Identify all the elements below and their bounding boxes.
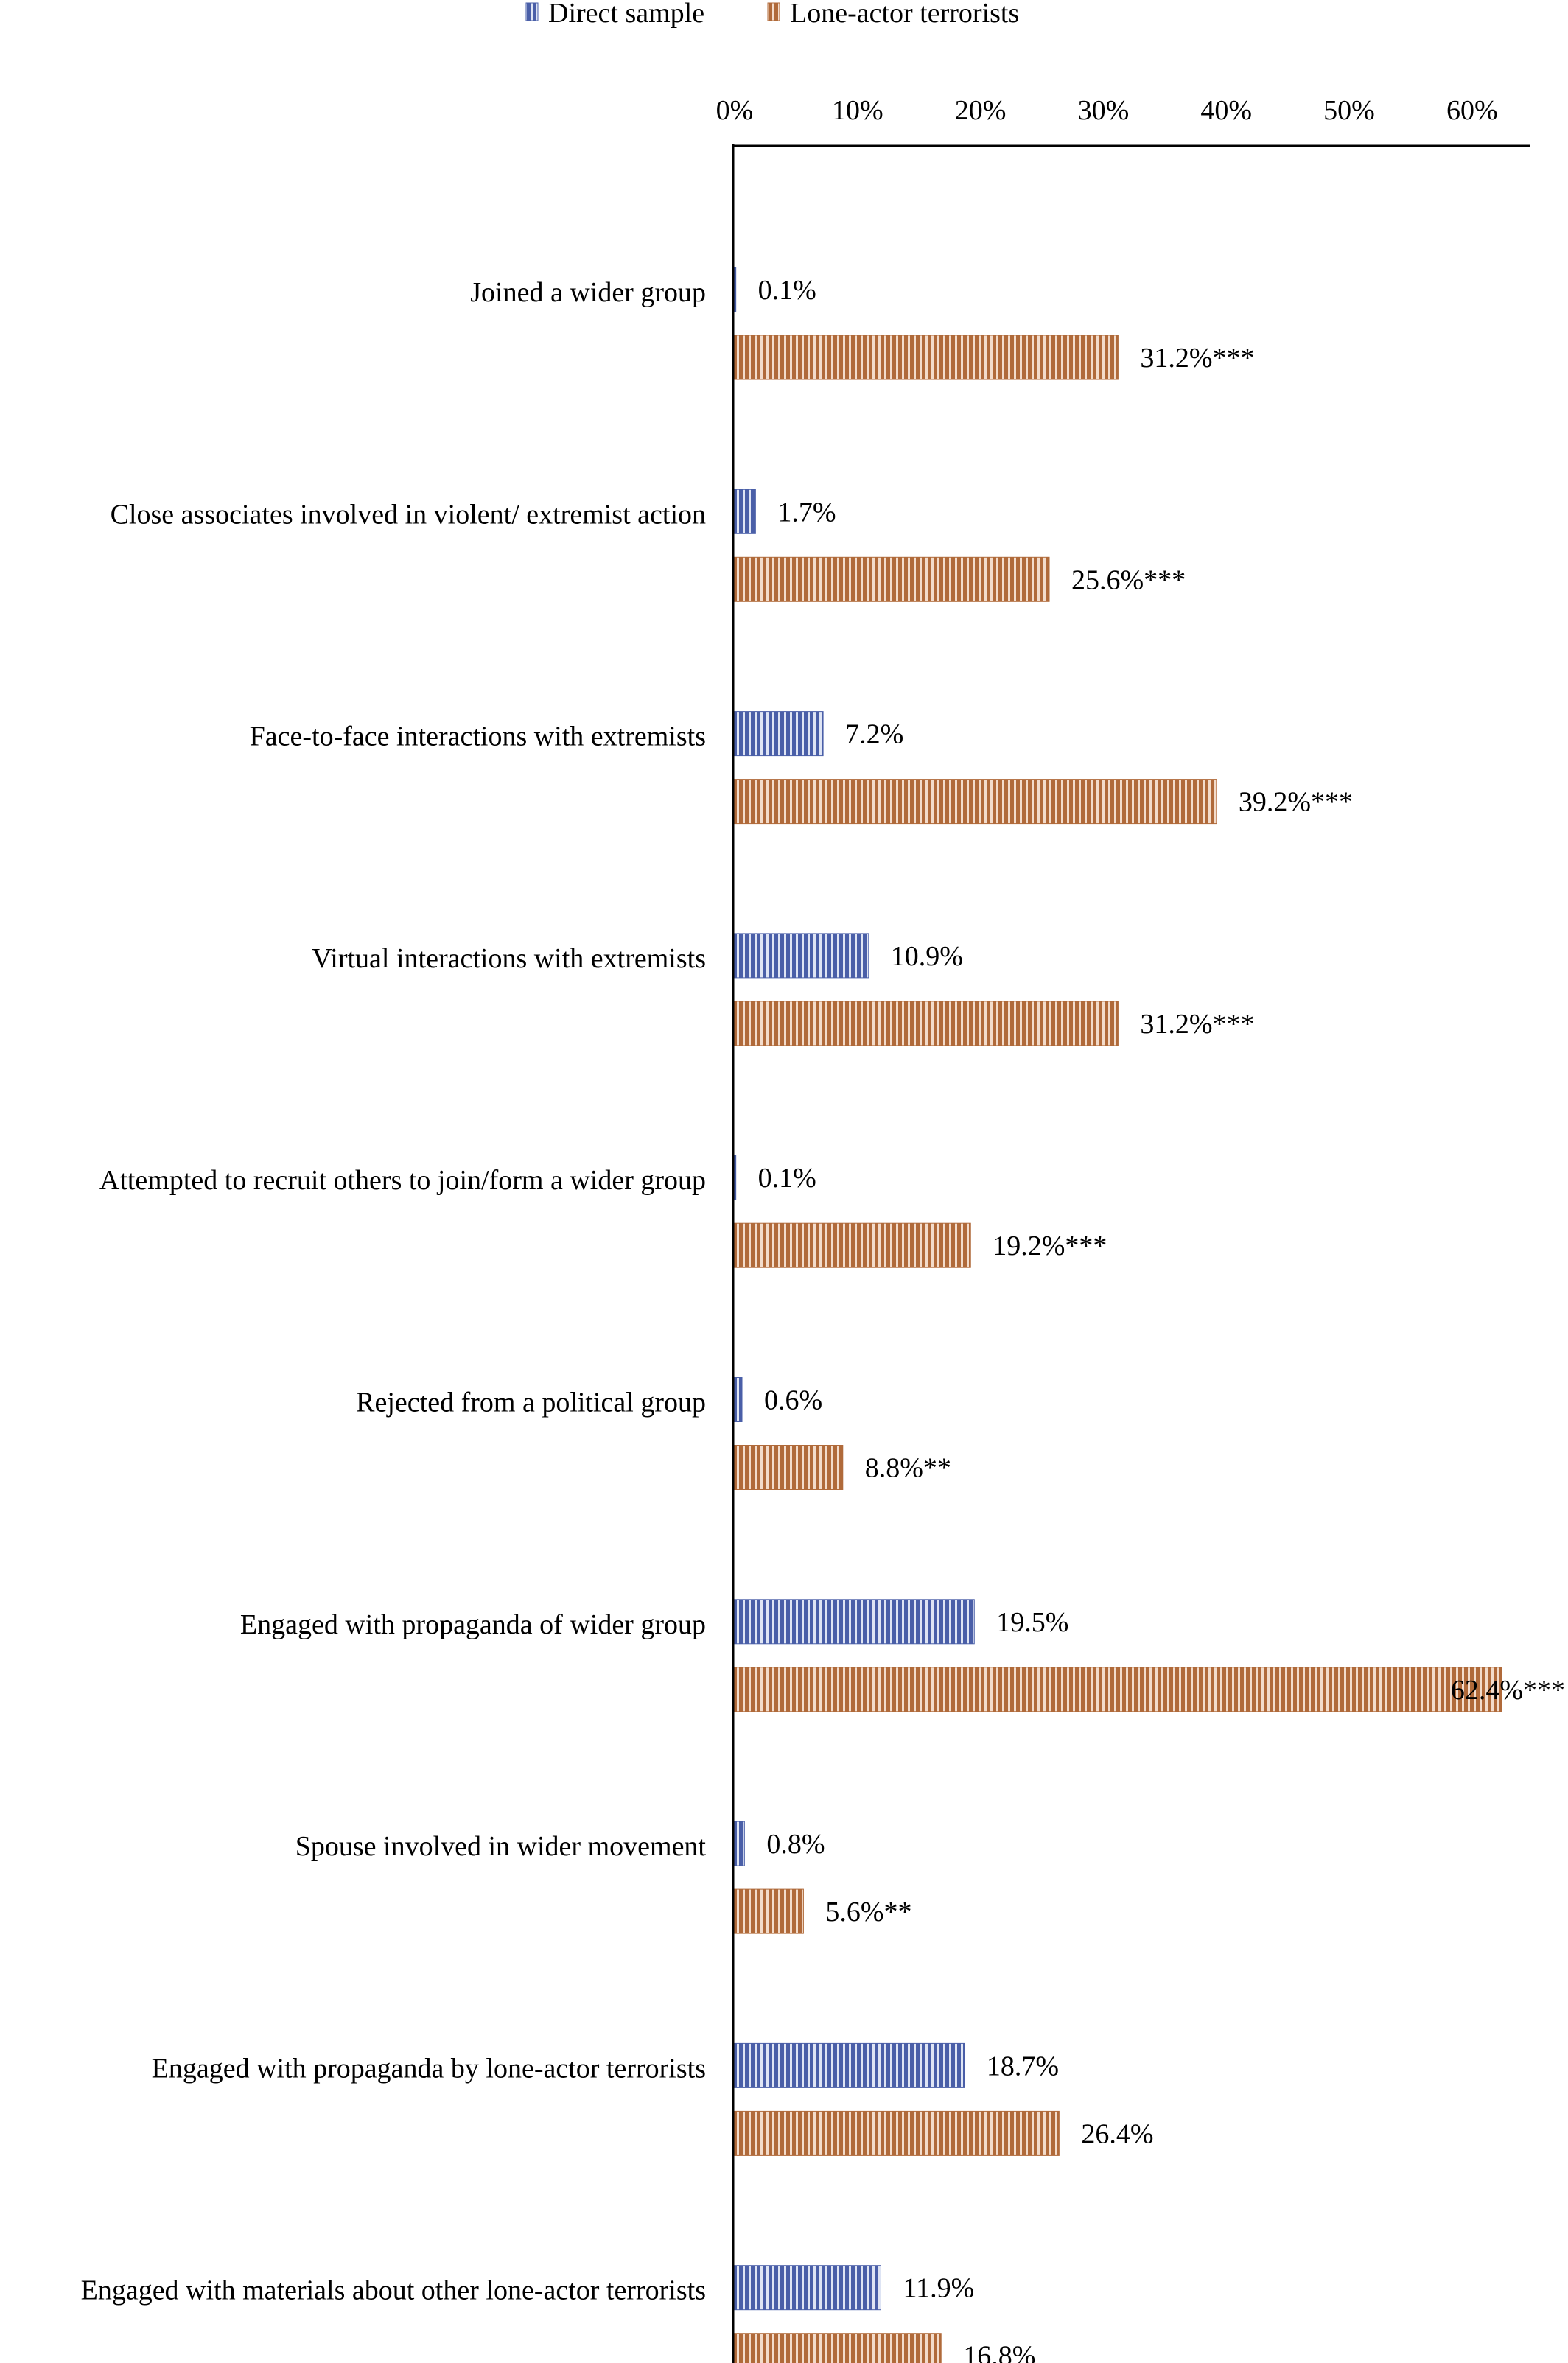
- x-tick-label: 20%: [955, 95, 1007, 126]
- legend-label-lone-actor-terrorists: Lone-actor terrorists: [790, 0, 1019, 29]
- category-label: Attempted to recruit others to join/form…: [99, 1165, 706, 1196]
- bar-lone-actor-terrorists: [734, 1222, 971, 1268]
- legend-swatch-direct-sample: [525, 2, 539, 21]
- category-label: Joined a wider group: [470, 277, 706, 308]
- data-label: 16.8%: [963, 2341, 1035, 2363]
- bar-direct-sample: [734, 267, 737, 312]
- data-label: 26.4%: [1081, 2118, 1153, 2149]
- data-label: 7.2%: [845, 719, 903, 750]
- bar-lone-actor-terrorists: [734, 779, 1217, 825]
- category-labels: Joined a wider group Close associates inv…: [81, 277, 707, 2306]
- x-axis: 0% 10% 20% 30% 40% 50% 60%: [716, 95, 1530, 147]
- x-tick-label: 10%: [832, 95, 883, 126]
- bar-lone-actor-terrorists: [734, 2110, 1060, 2156]
- bar-direct-sample: [734, 1599, 975, 1645]
- x-tick-label: 40%: [1200, 95, 1252, 126]
- bar-direct-sample: [734, 1821, 745, 1866]
- data-label: 8.8%**: [865, 1453, 951, 1484]
- bar-lone-actor-terrorists: [734, 335, 1119, 380]
- data-label: 18.7%: [987, 2051, 1059, 2082]
- data-label: 1.7%: [777, 497, 836, 528]
- data-label: 19.2%***: [993, 1230, 1107, 1261]
- bar-lone-actor-terrorists: [734, 1667, 1502, 1712]
- bar-direct-sample: [734, 489, 756, 534]
- x-axis-ticks: 0% 10% 20% 30% 40% 50% 60%: [716, 95, 1498, 126]
- bar-direct-sample: [734, 1377, 743, 1422]
- category-label: Spouse involved in wider movement: [295, 1831, 707, 1862]
- legend: Direct sample Lone-actor terrorists: [525, 0, 1019, 29]
- category-label: Engaged with propaganda by lone-actor te…: [152, 2053, 706, 2084]
- x-tick-label: 0%: [716, 95, 754, 126]
- data-label: 62.4%***: [1451, 1675, 1565, 1706]
- bar-direct-sample: [734, 933, 869, 979]
- x-tick-label: 30%: [1078, 95, 1130, 126]
- x-tick-label: 60%: [1446, 95, 1498, 126]
- bar-direct-sample: [734, 2042, 965, 2088]
- legend-swatch-lone-actor-terrorists: [767, 2, 780, 21]
- bar-direct-sample: [734, 711, 824, 757]
- category-label: Close associates involved in violent/ ex…: [111, 499, 706, 530]
- data-label: 25.6%***: [1071, 564, 1186, 595]
- bar-lone-actor-terrorists: [734, 1445, 844, 1490]
- data-labels: 0.1% 31.2%*** 1.7% 25.6%*** 7.2% 39.2%*** 10.9…: [758, 275, 1565, 2363]
- bar-lone-actor-terrorists: [734, 1001, 1119, 1046]
- category-label: Engaged with materials about other lone-…: [81, 2275, 706, 2306]
- bar-lone-actor-terrorists: [734, 2333, 942, 2363]
- bar-direct-sample: [734, 1155, 737, 1200]
- data-label: 0.1%: [758, 1163, 816, 1194]
- x-tick-label: 50%: [1323, 95, 1375, 126]
- data-label: 19.5%: [996, 1607, 1068, 1638]
- data-label: 10.9%: [891, 941, 963, 972]
- data-label: 31.2%***: [1140, 1009, 1254, 1040]
- category-label: Rejected from a political group: [356, 1387, 706, 1418]
- data-label: 0.8%: [766, 1829, 825, 1860]
- bars: [734, 267, 1502, 2363]
- data-label: 31.2%***: [1140, 343, 1254, 374]
- category-label: Face-to-face interactions with extremist…: [250, 721, 706, 752]
- data-label: 5.6%**: [825, 1897, 911, 1928]
- category-label: Engaged with propaganda of wider group: [240, 1609, 706, 1640]
- data-label: 0.1%: [758, 275, 816, 306]
- bar-lone-actor-terrorists: [734, 556, 1050, 602]
- legend-label-direct-sample: Direct sample: [548, 0, 704, 29]
- category-label: Virtual interactions with extremists: [312, 943, 706, 974]
- bar-lone-actor-terrorists: [734, 1888, 804, 1934]
- data-label: 11.9%: [903, 2273, 974, 2304]
- bar-direct-sample: [734, 2265, 881, 2311]
- data-label: 39.2%***: [1239, 787, 1353, 818]
- data-label: 0.6%: [764, 1385, 822, 1416]
